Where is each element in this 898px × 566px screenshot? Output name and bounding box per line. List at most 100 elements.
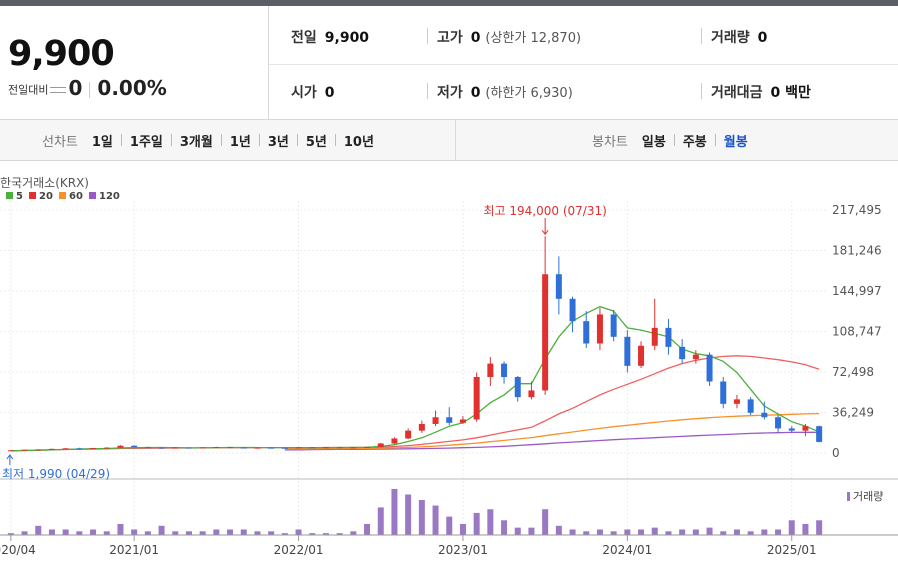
prev-close: 전일 9,900	[291, 27, 369, 47]
volume-label: 거래량	[711, 30, 750, 46]
line-chart-tabs: 선차트 1일 1주일 3개월 1년 3년 5년 10년	[42, 120, 374, 160]
candle-body	[144, 447, 151, 449]
candle-body	[185, 447, 192, 449]
volume-bar	[103, 531, 110, 535]
change-label: 전일대비	[8, 83, 49, 97]
volume-bar	[555, 525, 562, 535]
tab-monthly[interactable]: 월봉	[723, 134, 748, 150]
tab-daily[interactable]: 일봉	[641, 134, 666, 150]
high-label: 고가	[437, 30, 463, 46]
change-value: 0	[68, 76, 83, 100]
x-tick-label: 2020/04	[0, 543, 36, 557]
tab-3y[interactable]: 3년	[267, 134, 289, 150]
candle-body	[501, 363, 508, 378]
y-axis: 0 36,249 72,498 108,747 144,997 181,246 217,49…	[832, 203, 882, 460]
volume-bar	[199, 531, 206, 535]
candle-body	[802, 426, 809, 431]
volume-bar	[638, 529, 645, 535]
y-tick-label: 36,249	[832, 406, 874, 420]
candle-body	[62, 448, 69, 450]
legend-label-120: 120	[99, 191, 120, 202]
candle-body	[172, 447, 179, 449]
volume-bar	[775, 529, 782, 535]
candle-body	[103, 447, 110, 449]
candle-body	[788, 428, 795, 431]
candle-body	[391, 438, 398, 444]
candle-body	[322, 447, 329, 449]
volume-bar	[268, 531, 275, 535]
volume-bars: 거래량	[7, 489, 883, 535]
tab-weekly[interactable]: 주봉	[682, 134, 707, 150]
candle-body	[816, 426, 823, 442]
divider	[427, 83, 428, 99]
high-value: 0	[470, 30, 481, 46]
candle-body	[624, 336, 631, 366]
tab-1d[interactable]: 1일	[91, 134, 113, 150]
volume-bar	[350, 531, 357, 535]
volume-bar	[172, 531, 179, 535]
annotations: 최고 194,000 (07/31) 최저 1,990 (04/29)	[2, 204, 607, 481]
volume-bar	[309, 533, 316, 535]
candle-body	[473, 377, 480, 420]
candle-body	[268, 447, 275, 449]
volume-bar	[7, 533, 14, 535]
legend-swatch-120	[89, 192, 96, 199]
volume-bar	[21, 531, 28, 535]
candle-body	[418, 423, 425, 431]
volume-bar	[528, 527, 535, 535]
volume-bar	[117, 523, 124, 535]
candle-body	[295, 447, 302, 449]
candle-chart-tabs: 봉차트 일봉 주봉 월봉	[592, 120, 748, 160]
change-row: 전일대비 0 0.00%	[8, 76, 167, 100]
candle-body	[21, 449, 28, 451]
max-label: 최고 194,000 (07/31)	[484, 204, 607, 218]
volume-bar	[802, 523, 809, 535]
ma5-line	[10, 305, 820, 452]
volume-bar	[788, 520, 795, 535]
candle-body	[405, 430, 412, 439]
min-arrow-head	[6, 454, 14, 460]
volume-bar	[665, 531, 672, 535]
divider	[220, 134, 222, 146]
divider	[714, 134, 716, 146]
legend-label-20: 20	[39, 191, 53, 202]
divider	[673, 134, 675, 146]
legend-label-5: 5	[16, 191, 23, 202]
candle-body	[706, 354, 713, 382]
tab-5y[interactable]: 5년	[305, 134, 327, 150]
tab-10y[interactable]: 10년	[343, 134, 374, 150]
candle-body	[528, 390, 535, 398]
candle-body	[761, 412, 768, 418]
volume-bar	[364, 523, 371, 535]
divider	[258, 134, 260, 146]
tab-1w[interactable]: 1주일	[129, 134, 163, 150]
candle-body	[377, 443, 384, 447]
max-arrow-head	[541, 229, 549, 236]
price-chart: 한국거래소(KRX) 5 20 60 120 0 36,249 72,498 108,747…	[0, 176, 898, 557]
candle-body	[638, 345, 645, 366]
candle-body	[336, 447, 343, 449]
y-tick-label: 144,997	[832, 284, 882, 298]
volume-bar	[761, 529, 768, 535]
tab-1y[interactable]: 1년	[229, 134, 251, 150]
legend-swatch-5	[6, 192, 13, 199]
divider	[455, 120, 456, 160]
line-chart-title: 선차트	[42, 134, 78, 150]
volume-bar	[213, 529, 220, 535]
info-row-1	[269, 6, 898, 65]
ma120-line	[284, 431, 820, 451]
candle-body	[76, 448, 83, 450]
candle-body	[583, 321, 590, 344]
prev-close-value: 9,900	[324, 30, 370, 46]
ma-legend: 5 20 60 120	[6, 191, 120, 202]
candles	[7, 236, 823, 452]
upper-limit: (상한가 12,870)	[485, 31, 582, 46]
candle-body	[90, 448, 97, 450]
candle-body	[487, 363, 494, 378]
high: 고가 0 (상한가 12,870)	[437, 27, 581, 47]
y-tick-label: 108,747	[832, 325, 882, 339]
volume-bar	[816, 520, 823, 535]
candle-body	[747, 399, 754, 413]
volume-bar	[377, 507, 384, 535]
tab-3m[interactable]: 3개월	[179, 134, 213, 150]
